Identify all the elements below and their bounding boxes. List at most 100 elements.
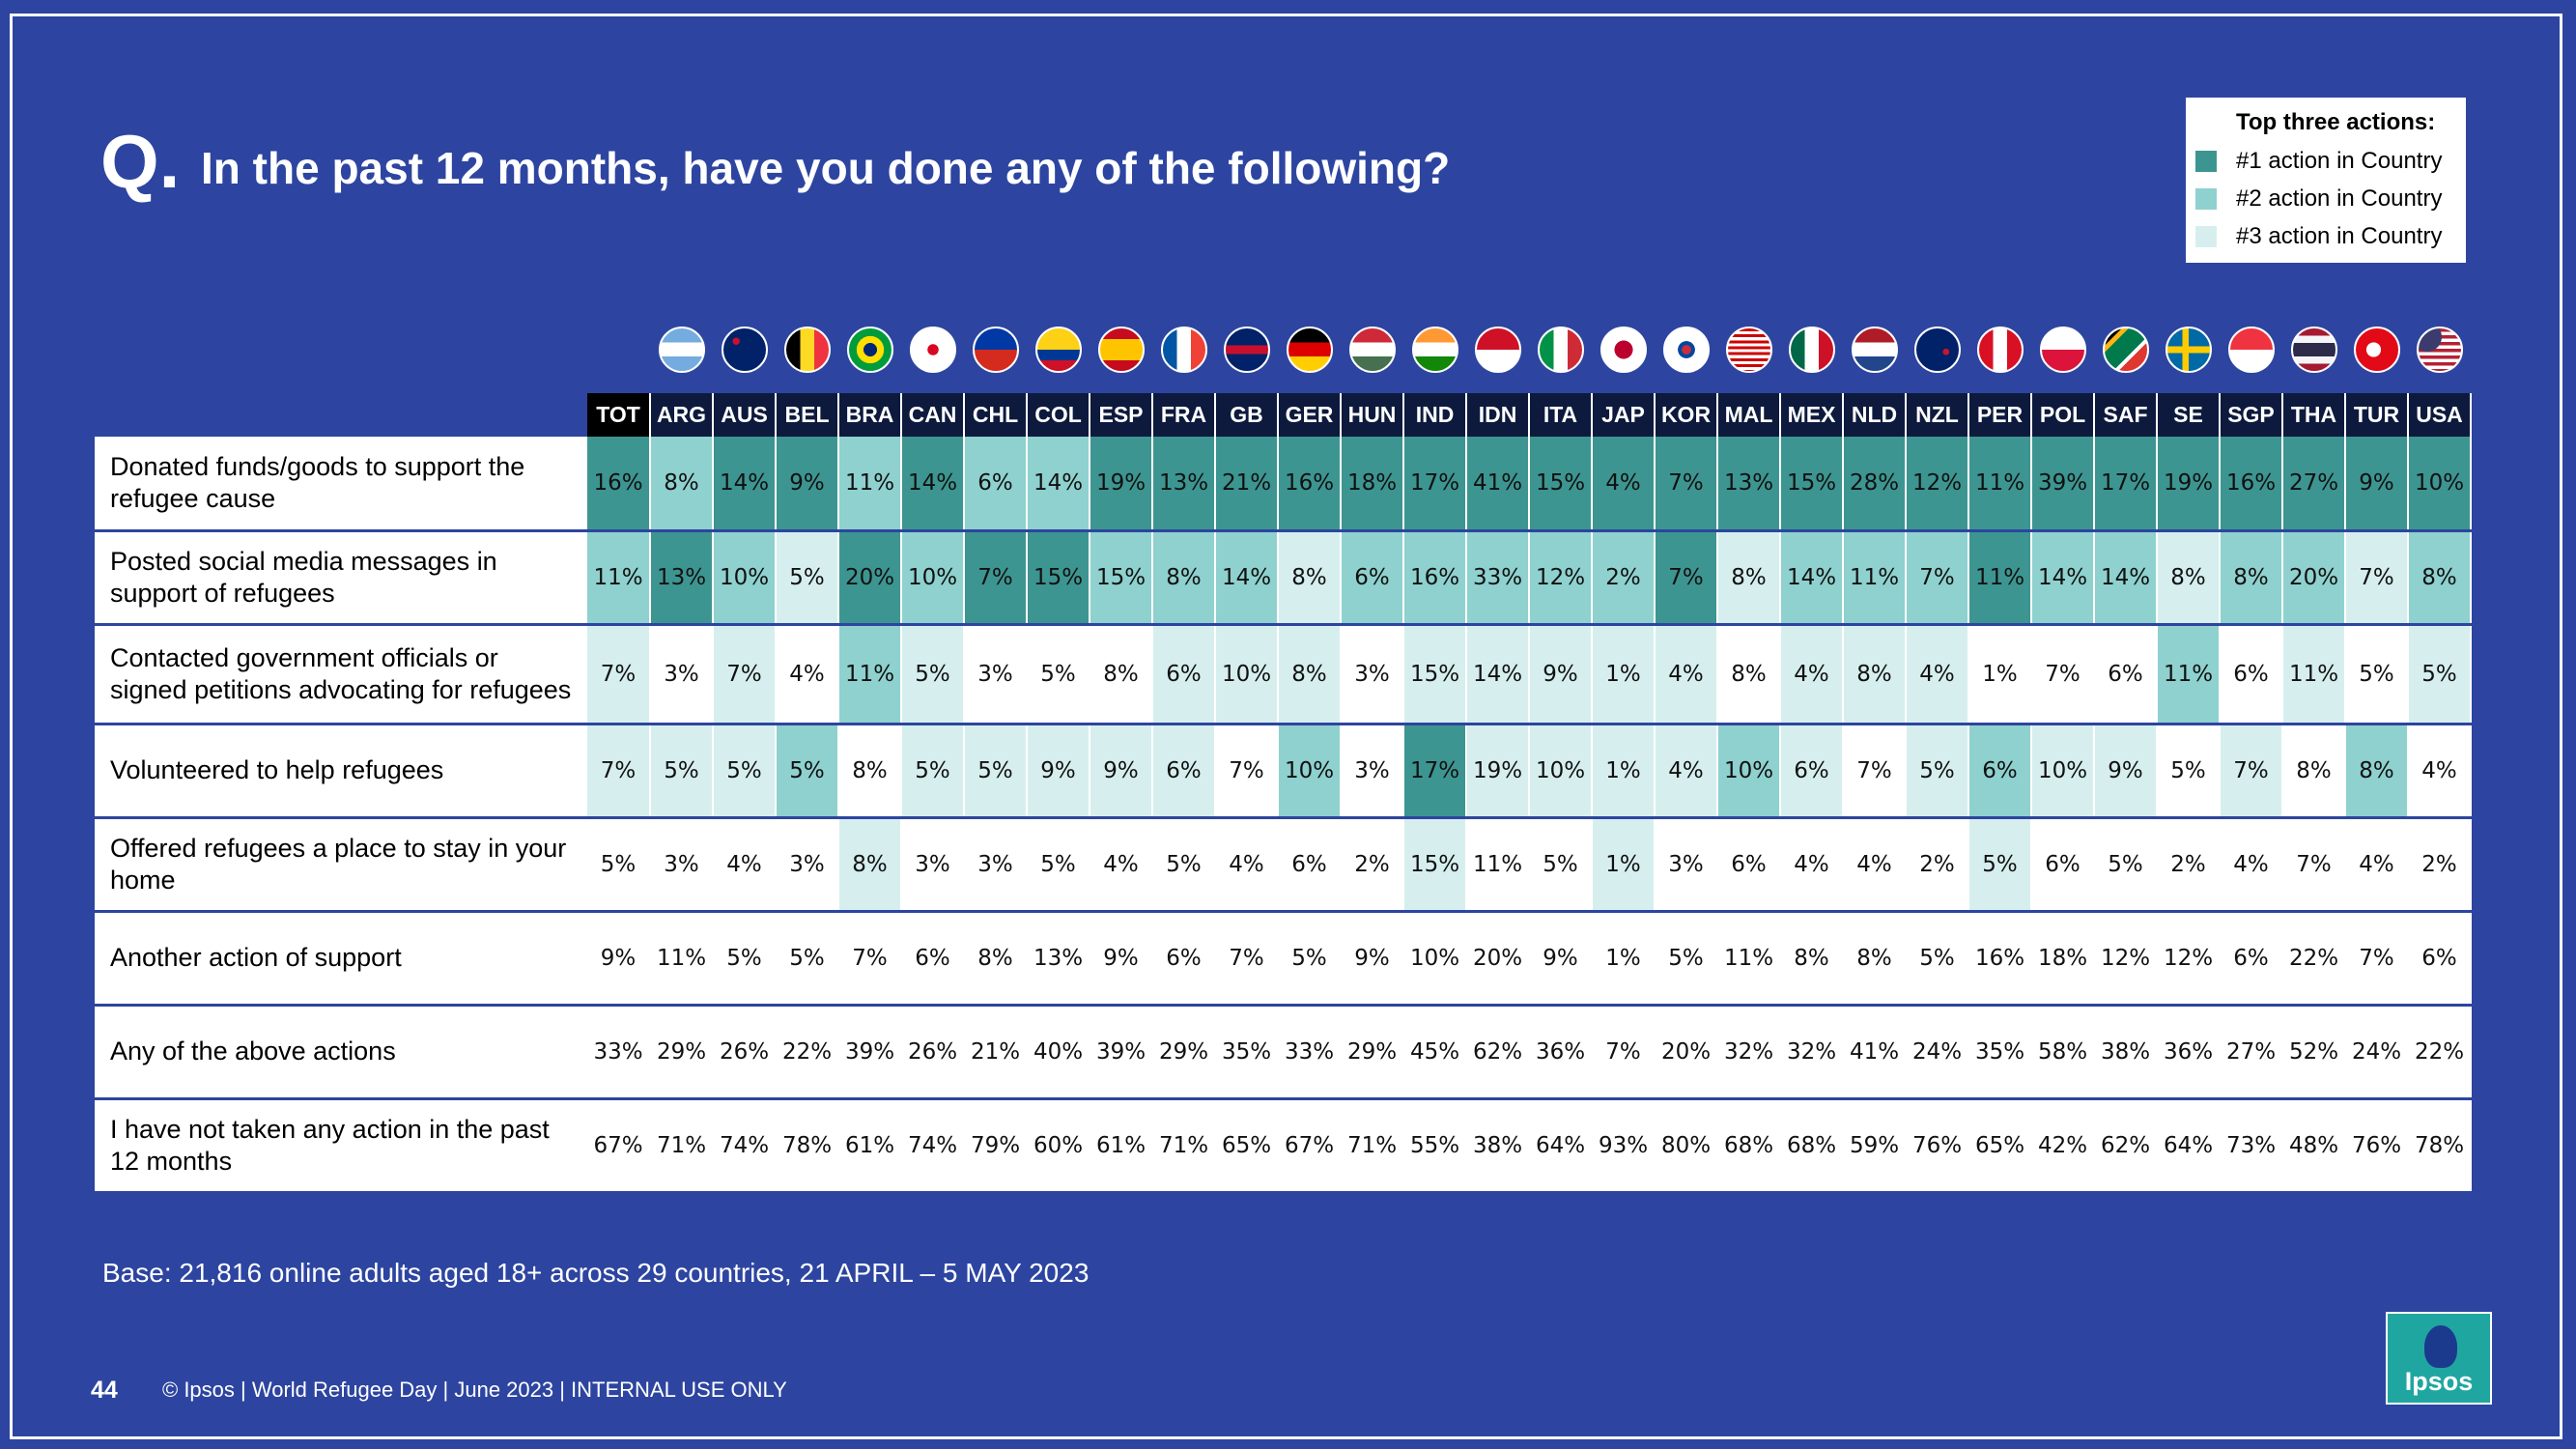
table-cell: 39%	[838, 1005, 902, 1100]
table-cell: 20%	[1655, 1005, 1718, 1100]
table-cell: 65%	[1968, 1098, 2032, 1194]
table-cell: 33%	[1466, 530, 1530, 626]
table-cell: 16%	[587, 437, 651, 532]
table-cell: 17%	[1403, 724, 1467, 819]
table-cell: 8%	[2408, 530, 2472, 626]
table-cell: 62%	[2094, 1098, 2158, 1194]
table-cell: 7%	[2282, 817, 2346, 913]
table-row: Donated funds/goods to support the refug…	[95, 437, 2472, 532]
table-cell: 22%	[2408, 1005, 2472, 1100]
table-cell: 4%	[1655, 624, 1718, 725]
legend-swatch-1	[2195, 150, 2217, 172]
table-cell: 20%	[1466, 911, 1530, 1007]
column-header-idn: IDN	[1466, 393, 1530, 437]
table-cell: 10%	[1215, 624, 1279, 725]
table-cell: 6%	[2220, 624, 2283, 725]
turkey-flag-icon	[2353, 327, 2400, 373]
table-cell: 33%	[1278, 1005, 1342, 1100]
column-header-usa: USA	[2408, 393, 2472, 437]
column-header-pol: POL	[2031, 393, 2095, 437]
table-cell: 2%	[1906, 817, 1969, 913]
table-cell: 76%	[2345, 1098, 2409, 1194]
legend-swatch-3	[2195, 225, 2217, 247]
column-header-aus: AUS	[713, 393, 777, 437]
table-cell: 62%	[1466, 1005, 1530, 1100]
south-africa-flag-icon	[2102, 327, 2149, 373]
table-cell: 5%	[713, 724, 777, 819]
table-cell: 80%	[1655, 1098, 1718, 1194]
table-cell: 14%	[2031, 530, 2095, 626]
belgium-flag-icon	[783, 327, 831, 373]
table-cell: 93%	[1592, 1098, 1656, 1194]
legend-item: #3 action in Country	[2186, 217, 2466, 255]
table-cell: 9%	[1090, 911, 1153, 1007]
table-cell: 15%	[1780, 437, 1844, 532]
table-cell: 6%	[1717, 817, 1781, 913]
table-cell: 24%	[1906, 1005, 1969, 1100]
table-cell: 61%	[1090, 1098, 1153, 1194]
table-row: I have not taken any action in the past …	[95, 1098, 2472, 1194]
table-cell: 7%	[2345, 530, 2409, 626]
column-header-tot: TOT	[587, 393, 651, 437]
table-cell: 4%	[776, 624, 839, 725]
table-cell: 6%	[1278, 817, 1342, 913]
table-cell: 76%	[1906, 1098, 1969, 1194]
table-cell: 42%	[2031, 1098, 2095, 1194]
table-cell: 5%	[2094, 817, 2158, 913]
table-cell: 5%	[2408, 624, 2472, 725]
sweden-flag-icon	[2165, 327, 2212, 373]
table-cell: 11%	[1968, 530, 2032, 626]
table-cell: 1%	[1592, 817, 1656, 913]
table-cell: 13%	[1152, 437, 1216, 532]
table-cell: 10%	[1278, 724, 1342, 819]
table-cell: 8%	[1780, 911, 1844, 1007]
column-header-jap: JAP	[1592, 393, 1656, 437]
table-cell: 11%	[2282, 624, 2346, 725]
table-cell: 9%	[1027, 724, 1090, 819]
legend-label: #3 action in Country	[2236, 222, 2443, 249]
row-label: Donated funds/goods to support the refug…	[95, 437, 587, 532]
table-cell: 64%	[1529, 1098, 1593, 1194]
table-cell: 11%	[1717, 911, 1781, 1007]
column-header-saf: SAF	[2094, 393, 2158, 437]
table-cell: 17%	[1403, 437, 1467, 532]
table-cell: 2%	[1592, 530, 1656, 626]
korea-flag-icon	[1662, 327, 1710, 373]
table-cell: 8%	[838, 817, 902, 913]
brazil-flag-icon	[846, 327, 893, 373]
australia-flag-icon	[721, 327, 768, 373]
table-cell: 7%	[838, 911, 902, 1007]
table-cell: 13%	[1717, 437, 1781, 532]
table-cell: 7%	[713, 624, 777, 725]
column-header-arg: ARG	[650, 393, 714, 437]
table-cell: 9%	[1341, 911, 1404, 1007]
table-cell: 20%	[2282, 530, 2346, 626]
table-cell: 15%	[1403, 624, 1467, 725]
table-cell: 74%	[901, 1098, 965, 1194]
table-cell: 5%	[650, 724, 714, 819]
legend-item: #1 action in Country	[2186, 142, 2466, 180]
table-cell: 4%	[1780, 817, 1844, 913]
table-cell: 71%	[1341, 1098, 1404, 1194]
malaysia-flag-icon	[1725, 327, 1772, 373]
table-row: Any of the above actions 33% 29% 26% 22% 39% 2…	[95, 1005, 2472, 1100]
column-header-ger: GER	[1278, 393, 1342, 437]
argentina-flag-icon	[658, 327, 705, 373]
peru-flag-icon	[1976, 327, 2024, 373]
row-label: Offered refugees a place to stay in your…	[95, 817, 587, 913]
table-cell: 3%	[1341, 724, 1404, 819]
ipsos-logo: Ipsos	[2386, 1312, 2492, 1405]
table-header-row: TOT ARG AUS BEL BRA CAN CHL COL ESP FRA GB GER HUN IN…	[95, 393, 2472, 437]
table-cell: 7%	[587, 724, 651, 819]
table-cell: 8%	[650, 437, 714, 532]
table-cell: 12%	[2157, 911, 2221, 1007]
table-cell: 5%	[901, 624, 965, 725]
table-cell: 4%	[1215, 817, 1279, 913]
legend-swatch-2	[2195, 187, 2217, 210]
table-cell: 36%	[2157, 1005, 2221, 1100]
column-header-nld: NLD	[1843, 393, 1907, 437]
table-cell: 59%	[1843, 1098, 1907, 1194]
table-row: Volunteered to help refugees 7% 5% 5% 5% 8% 5%…	[95, 724, 2472, 819]
table-row: Posted social media messages in support …	[95, 530, 2472, 626]
table-cell: 11%	[2157, 624, 2221, 725]
